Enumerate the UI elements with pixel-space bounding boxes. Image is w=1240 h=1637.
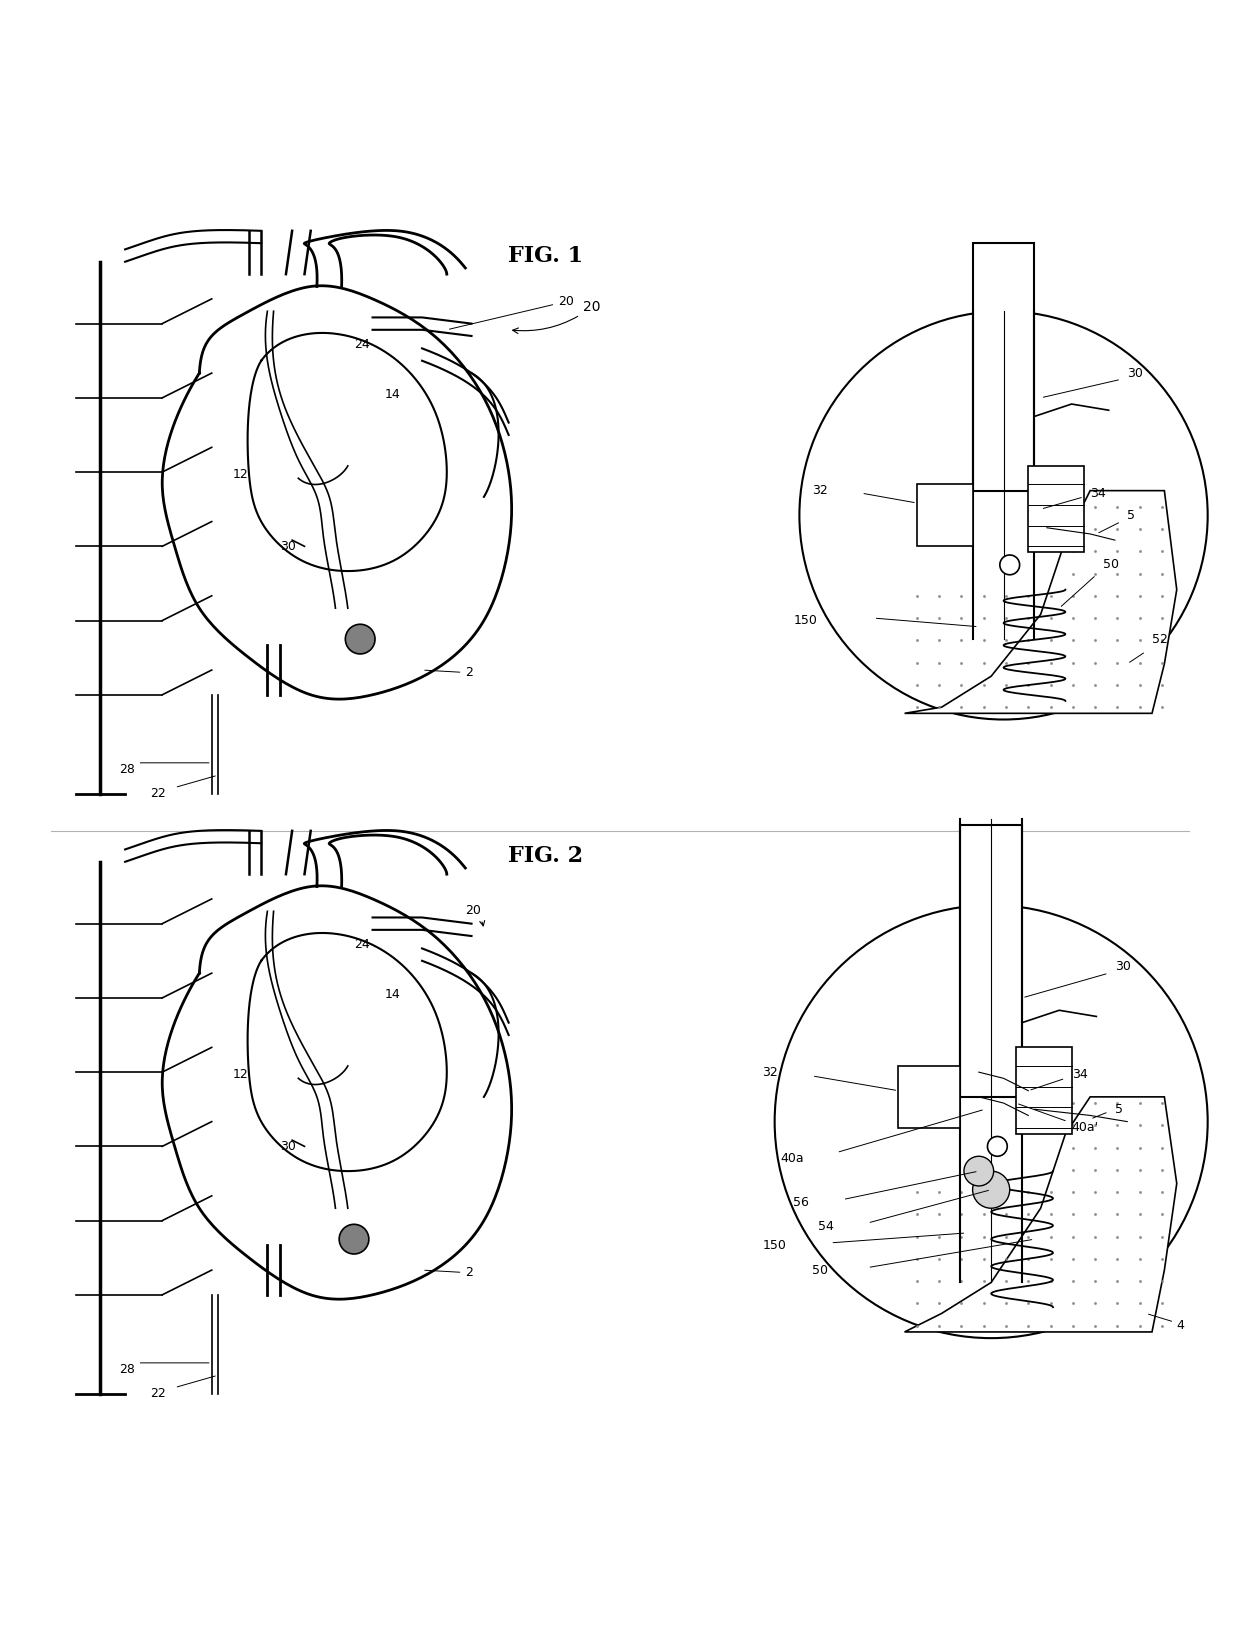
Text: 28: 28 xyxy=(119,1362,135,1375)
Bar xyxy=(916,485,972,547)
Polygon shape xyxy=(904,1097,1177,1333)
Text: 30: 30 xyxy=(280,540,295,553)
Text: 30: 30 xyxy=(280,1139,295,1152)
Text: 28: 28 xyxy=(119,763,135,776)
Text: FIG. 1: FIG. 1 xyxy=(508,244,583,267)
Bar xyxy=(898,1066,960,1128)
Circle shape xyxy=(345,624,374,653)
Text: 52: 52 xyxy=(1152,632,1168,645)
Circle shape xyxy=(987,1136,1007,1156)
Bar xyxy=(1028,467,1084,553)
Text: 20: 20 xyxy=(449,295,574,329)
Text: 24: 24 xyxy=(353,938,370,951)
Text: 34: 34 xyxy=(1071,1067,1087,1080)
Bar xyxy=(1016,1048,1071,1134)
Text: FIG. 2: FIG. 2 xyxy=(508,845,583,866)
Text: 32: 32 xyxy=(763,1066,777,1079)
Text: 34: 34 xyxy=(1090,486,1106,499)
Text: 50: 50 xyxy=(812,1264,828,1277)
Text: 22: 22 xyxy=(150,1387,166,1400)
Text: 2: 2 xyxy=(425,1267,474,1278)
Text: 5: 5 xyxy=(1127,509,1136,522)
Text: 12: 12 xyxy=(233,1069,249,1082)
Text: 40a: 40a xyxy=(781,1152,805,1166)
Text: 20: 20 xyxy=(465,904,485,927)
Text: 4: 4 xyxy=(1177,1319,1184,1333)
Circle shape xyxy=(963,1156,993,1185)
Text: 12: 12 xyxy=(233,468,249,481)
Text: 150: 150 xyxy=(794,614,817,627)
Text: 56: 56 xyxy=(794,1195,808,1208)
Text: 50: 50 xyxy=(1102,558,1118,571)
Text: 30: 30 xyxy=(1115,961,1131,974)
Text: 14: 14 xyxy=(384,987,401,1000)
Text: 24: 24 xyxy=(353,339,370,352)
Text: 150: 150 xyxy=(763,1239,786,1252)
Circle shape xyxy=(999,555,1019,575)
Text: 30: 30 xyxy=(1127,367,1143,380)
Bar xyxy=(972,244,1034,491)
Text: 54: 54 xyxy=(818,1220,833,1233)
Text: 5: 5 xyxy=(1115,1103,1123,1116)
Text: 22: 22 xyxy=(150,787,166,800)
Text: 14: 14 xyxy=(384,388,401,401)
Text: 2: 2 xyxy=(425,666,474,679)
Text: 32: 32 xyxy=(812,485,827,498)
Polygon shape xyxy=(904,491,1177,714)
Text: 40a': 40a' xyxy=(1071,1121,1099,1134)
Text: 20: 20 xyxy=(512,300,600,334)
Bar xyxy=(960,825,1022,1097)
Circle shape xyxy=(972,1170,1009,1208)
Circle shape xyxy=(340,1224,368,1254)
